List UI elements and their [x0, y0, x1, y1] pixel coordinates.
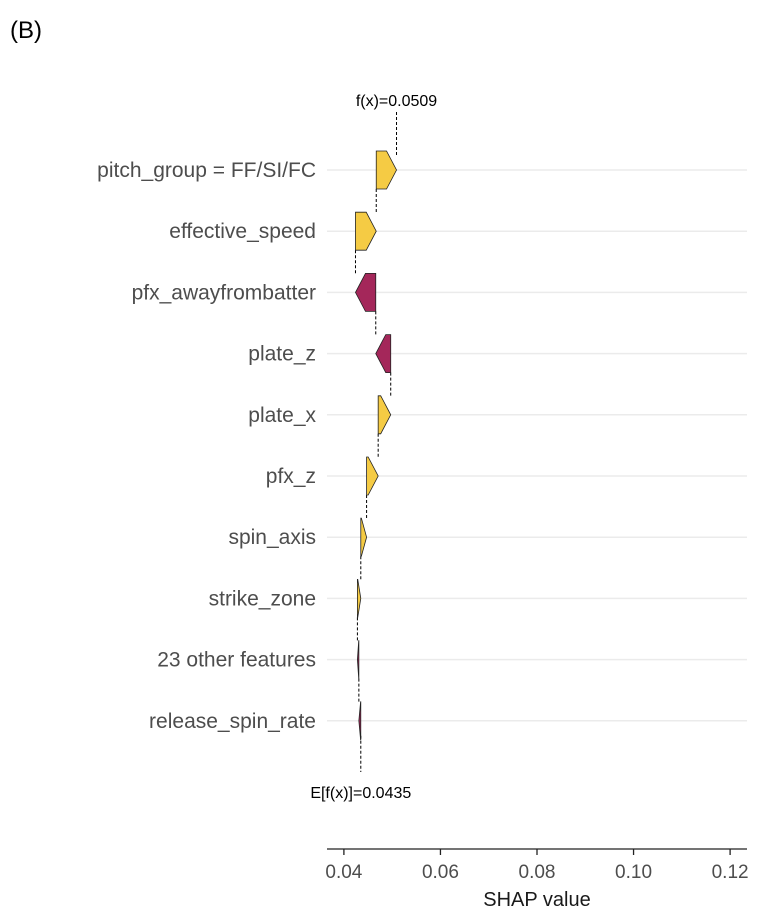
feature-label: pfx_z — [266, 465, 316, 488]
feature-label: pitch_group = FF/SI/FC — [97, 159, 316, 182]
feature-label: release_spin_rate — [149, 710, 316, 733]
feature-label: 23 other features — [157, 649, 316, 672]
feature-label: spin_axis — [228, 526, 316, 549]
fx-label: f(x)=0.0509 — [356, 93, 437, 110]
feature-label: plate_x — [248, 404, 316, 427]
x-axis: 0.04 0.06 0.08 0.10 0.12 — [325, 848, 749, 883]
x-tick-label: 0.10 — [615, 862, 652, 883]
bars — [355, 150, 397, 741]
x-tick-label: 0.08 — [519, 862, 556, 883]
feature-bar — [357, 640, 360, 679]
feature-label: pfx_awayfrombatter — [132, 281, 316, 304]
feature-labels: pitch_group = FF/SI/FC effective_speedpfx… — [97, 159, 316, 733]
connector-lines — [354, 112, 398, 772]
feature-bar — [375, 150, 397, 190]
feature-label: strike_zone — [209, 587, 316, 610]
feature-bar — [355, 211, 377, 251]
annotations: f(x)=0.0509 E[f(x)]=0.0435 — [310, 93, 437, 802]
panel-label: (B) — [10, 17, 42, 44]
x-tick-label: 0.04 — [325, 862, 362, 883]
feature-bar — [377, 395, 392, 435]
feature-bar — [375, 334, 392, 374]
feature-bar — [355, 272, 377, 312]
x-tick-label: 0.06 — [422, 862, 459, 883]
feature-label: effective_speed — [169, 220, 316, 243]
x-axis-title: SHAP value — [483, 889, 590, 911]
feature-label: plate_z — [248, 343, 316, 366]
feature-bar — [357, 579, 362, 618]
feature-bar — [366, 456, 379, 496]
feature-bar — [358, 701, 362, 741]
feature-bar — [360, 517, 368, 557]
efx-label: E[f(x)]=0.0435 — [310, 785, 411, 802]
grid-lines — [327, 169, 747, 722]
x-tick-label: 0.12 — [712, 862, 749, 883]
